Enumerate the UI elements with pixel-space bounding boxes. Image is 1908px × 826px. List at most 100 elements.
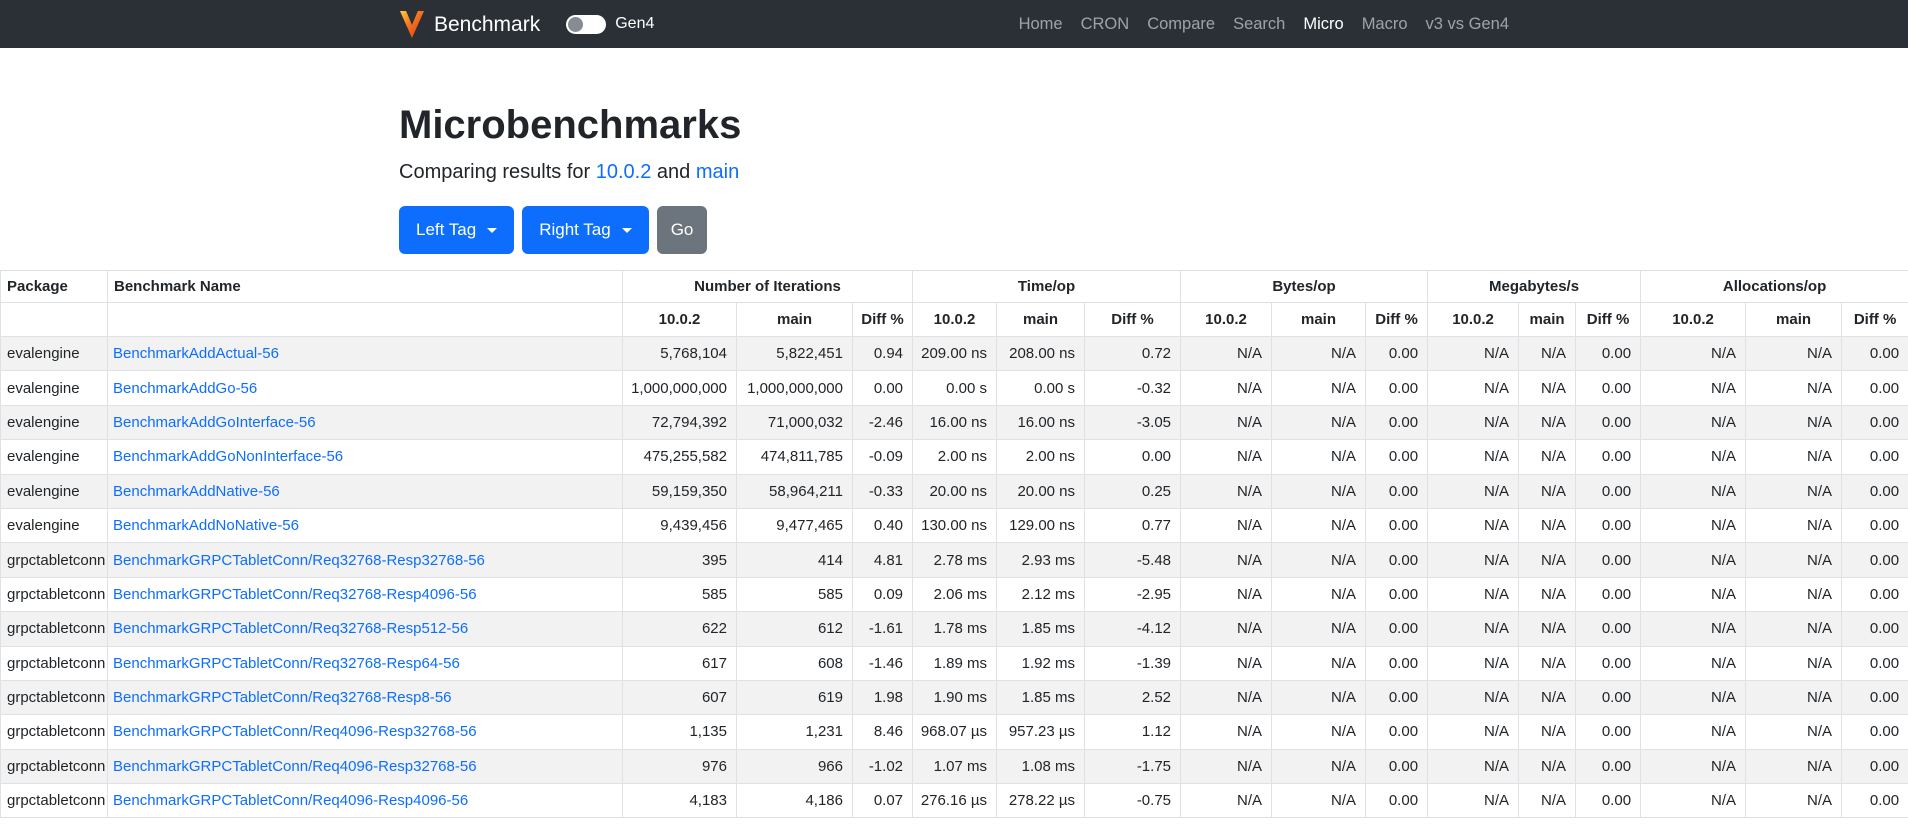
nav-item-micro[interactable]: Micro bbox=[1303, 14, 1344, 33]
caret-down-icon bbox=[621, 227, 632, 233]
go-button[interactable]: Go bbox=[656, 206, 708, 254]
value-cell: 0.00 bbox=[1841, 335, 1908, 372]
value-cell: 0.00 bbox=[1575, 507, 1642, 544]
value-cell: N/A bbox=[1518, 679, 1577, 716]
value-cell: N/A bbox=[1180, 439, 1273, 475]
benchmark-link[interactable]: BenchmarkGRPCTabletConn/Req32768-Resp327… bbox=[113, 551, 485, 569]
nav-item-macro[interactable]: Macro bbox=[1361, 14, 1408, 33]
value-cell: N/A bbox=[1180, 783, 1273, 819]
value-cell: N/A bbox=[1640, 404, 1747, 441]
value-cell: N/A bbox=[1271, 370, 1367, 406]
value-cell: 607 bbox=[622, 679, 737, 716]
value-cell: -1.39 bbox=[1084, 645, 1182, 681]
package-cell: grpctabletconn bbox=[0, 576, 108, 613]
nav-item-v3-vs-gen4[interactable]: v3 vs Gen4 bbox=[1425, 14, 1509, 33]
value-cell: N/A bbox=[1745, 645, 1843, 681]
value-cell: 0.00 s bbox=[912, 370, 998, 406]
nav-item-search[interactable]: Search bbox=[1233, 14, 1286, 33]
value-cell: N/A bbox=[1640, 576, 1747, 613]
right-tag-dropdown[interactable]: Right Tag bbox=[522, 206, 649, 254]
value-cell: N/A bbox=[1640, 370, 1747, 406]
value-cell: 1.90 ms bbox=[912, 679, 998, 716]
value-cell: 0.00 bbox=[1575, 335, 1642, 372]
package-cell: evalengine bbox=[0, 335, 108, 372]
table-body: evalengine BenchmarkAddActual-56 5,768,104… bbox=[0, 335, 1908, 819]
value-cell: 58,964,211 bbox=[736, 473, 853, 509]
value-cell: 0.00 bbox=[1365, 576, 1429, 613]
value-cell: N/A bbox=[1427, 507, 1520, 544]
value-cell: 4,183 bbox=[622, 783, 737, 819]
value-cell: N/A bbox=[1745, 542, 1843, 578]
value-cell: N/A bbox=[1745, 507, 1843, 544]
value-cell: N/A bbox=[1427, 611, 1520, 647]
value-cell: N/A bbox=[1745, 335, 1843, 372]
right-tag-link[interactable]: main bbox=[695, 161, 740, 183]
package-cell: grpctabletconn bbox=[0, 542, 108, 578]
benchmark-link[interactable]: BenchmarkGRPCTabletConn/Req4096-Resp3276… bbox=[113, 723, 477, 741]
subheader-right-tag: main bbox=[996, 302, 1086, 337]
value-cell: 0.00 bbox=[1841, 404, 1908, 441]
value-cell: 0.00 bbox=[1841, 679, 1908, 716]
benchmark-link[interactable]: BenchmarkAddActual-56 bbox=[113, 345, 279, 363]
value-cell: 16.00 ns bbox=[996, 404, 1086, 441]
benchmark-link[interactable]: BenchmarkAddGoNonInterface-56 bbox=[113, 448, 344, 466]
nav-item-home[interactable]: Home bbox=[1018, 14, 1063, 33]
value-cell: 71,000,032 bbox=[736, 404, 853, 441]
value-cell: N/A bbox=[1427, 473, 1520, 509]
benchmark-link[interactable]: BenchmarkGRPCTabletConn/Req32768-Resp512… bbox=[113, 620, 469, 638]
value-cell: N/A bbox=[1640, 714, 1747, 750]
value-cell: N/A bbox=[1180, 542, 1273, 578]
benchmark-link[interactable]: BenchmarkAddGo-56 bbox=[113, 379, 258, 397]
table-row: evalengine BenchmarkAddGoNonInterface-56 4… bbox=[0, 439, 1908, 475]
col-header-package: Package bbox=[0, 270, 108, 303]
value-cell: N/A bbox=[1180, 473, 1273, 509]
benchmarks-table: Package Benchmark Name Number of Iterati… bbox=[0, 270, 1908, 819]
benchmark-link[interactable]: BenchmarkGRPCTabletConn/Req32768-Resp64-… bbox=[113, 654, 460, 672]
table-row: grpctabletconn BenchmarkGRPCTabletConn/Re… bbox=[0, 783, 1908, 819]
value-cell: N/A bbox=[1518, 439, 1577, 475]
value-cell: -0.33 bbox=[851, 473, 914, 509]
value-cell: 1.85 ms bbox=[996, 679, 1086, 716]
benchmark-link[interactable]: BenchmarkAddGoInterface-56 bbox=[113, 413, 316, 431]
value-cell: N/A bbox=[1271, 576, 1367, 613]
value-cell: N/A bbox=[1745, 439, 1843, 475]
benchmark-link[interactable]: BenchmarkGRPCTabletConn/Req32768-Resp409… bbox=[113, 585, 477, 603]
benchmark-link[interactable]: BenchmarkGRPCTabletConn/Req32768-Resp8-5… bbox=[113, 689, 452, 707]
gen4-toggle[interactable] bbox=[566, 14, 607, 34]
subheader-empty bbox=[0, 302, 108, 337]
table-row: grpctabletconn BenchmarkGRPCTabletConn/Re… bbox=[0, 679, 1908, 716]
left-tag-link[interactable]: 10.0.2 bbox=[595, 161, 652, 183]
value-cell: 976 bbox=[622, 748, 737, 785]
col-group-iterations: Number of Iterations bbox=[621, 270, 914, 303]
value-cell: 278.22 µs bbox=[996, 783, 1086, 819]
value-cell: 0.00 bbox=[1084, 439, 1182, 475]
value-cell: 395 bbox=[622, 542, 737, 578]
value-cell: 608 bbox=[736, 645, 853, 681]
value-cell: 0.40 bbox=[851, 507, 914, 544]
value-cell: -1.75 bbox=[1084, 748, 1182, 785]
subheader-left-tag: 10.0.2 bbox=[912, 302, 998, 337]
value-cell: 2.93 ms bbox=[996, 542, 1086, 578]
left-tag-dropdown[interactable]: Left Tag bbox=[399, 206, 515, 254]
brand-link[interactable]: Benchmark bbox=[399, 10, 540, 39]
benchmark-link[interactable]: BenchmarkAddNative-56 bbox=[113, 482, 280, 500]
value-cell: 0.00 s bbox=[996, 370, 1086, 406]
subheader-empty bbox=[107, 302, 623, 337]
value-cell: 2.78 ms bbox=[912, 542, 998, 578]
value-cell: -3.05 bbox=[1084, 404, 1182, 441]
value-cell: 0.00 bbox=[1841, 370, 1908, 406]
nav-item-compare[interactable]: Compare bbox=[1147, 14, 1216, 33]
value-cell: -0.75 bbox=[1084, 783, 1182, 819]
subheader-diff: Diff % bbox=[1575, 302, 1642, 337]
value-cell: N/A bbox=[1427, 783, 1520, 819]
value-cell: 474,811,785 bbox=[736, 439, 853, 475]
benchmark-link[interactable]: BenchmarkGRPCTabletConn/Req4096-Resp3276… bbox=[113, 757, 477, 775]
benchmark-link[interactable]: BenchmarkAddNoNative-56 bbox=[113, 517, 299, 535]
value-cell: 0.00 bbox=[1575, 611, 1642, 647]
value-cell: N/A bbox=[1745, 473, 1843, 509]
nav-item-cron[interactable]: CRON bbox=[1080, 14, 1130, 33]
value-cell: N/A bbox=[1271, 611, 1367, 647]
benchmark-link[interactable]: BenchmarkGRPCTabletConn/Req4096-Resp4096… bbox=[113, 792, 469, 810]
package-cell: evalengine bbox=[0, 507, 108, 544]
value-cell: N/A bbox=[1518, 783, 1577, 819]
